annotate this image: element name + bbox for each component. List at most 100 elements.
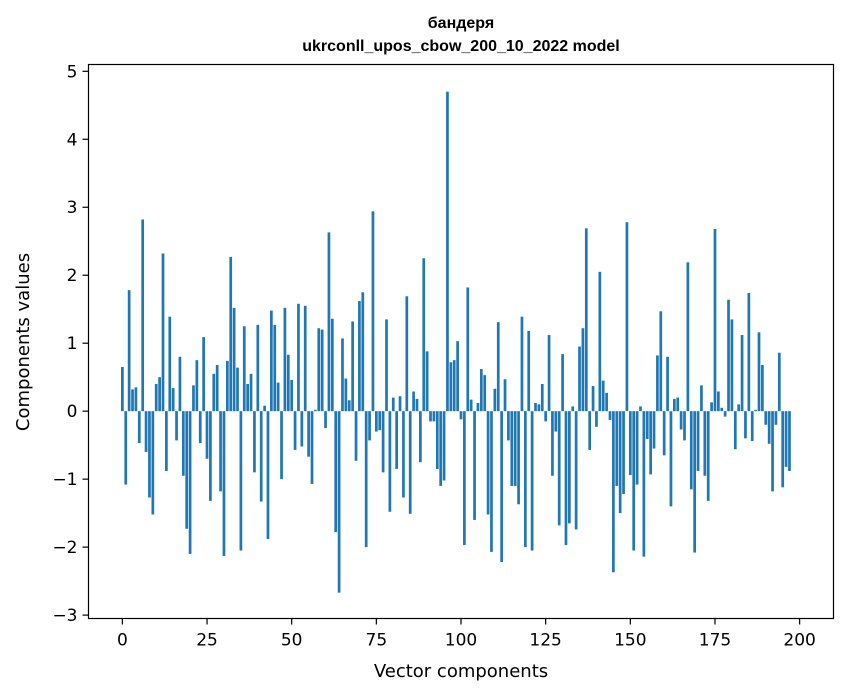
- bar: [225, 360, 229, 412]
- bar: [490, 411, 493, 552]
- bar: [761, 364, 764, 412]
- bar: [381, 411, 385, 473]
- bar: [307, 411, 310, 457]
- bar: [666, 356, 669, 412]
- bar: [351, 321, 354, 412]
- bar: [612, 411, 615, 573]
- bar: [286, 354, 290, 412]
- bar: [283, 307, 287, 412]
- bar: [527, 330, 531, 412]
- bar: [507, 411, 510, 441]
- bar: [706, 411, 710, 501]
- bar: [513, 411, 517, 486]
- bar: [181, 411, 185, 476]
- bar: [341, 338, 344, 412]
- bar: [645, 411, 649, 440]
- bar: [148, 411, 151, 498]
- bar: [449, 362, 453, 412]
- bar: [425, 351, 429, 412]
- bar: [537, 404, 541, 412]
- bar: [625, 222, 629, 412]
- bar: [168, 316, 172, 412]
- bar: [568, 411, 571, 524]
- bar: [236, 367, 239, 412]
- bar: [635, 411, 639, 485]
- bar: [127, 290, 131, 412]
- plot-frame: [87, 63, 835, 620]
- bar: [500, 411, 503, 563]
- bar: [771, 411, 774, 492]
- bar: [483, 375, 487, 412]
- bar: [446, 91, 449, 412]
- bar: [273, 324, 277, 412]
- x-tick-label: 75: [366, 631, 388, 651]
- bar: [344, 378, 348, 412]
- bar: [584, 228, 588, 412]
- bar: [242, 326, 246, 412]
- bar: [452, 360, 456, 412]
- bar: [297, 303, 300, 412]
- bar: [303, 305, 307, 412]
- bar: [561, 354, 564, 412]
- bar: [141, 219, 145, 412]
- bar: [429, 411, 432, 422]
- x-tick-label: 150: [614, 631, 646, 651]
- x-axis-label: Vector components: [374, 661, 548, 682]
- bar: [165, 411, 168, 471]
- bar: [259, 411, 263, 502]
- x-tick-label: 175: [699, 631, 731, 651]
- chart-title-line-2: ukrconll_upos_cbow_200_10_2022 model: [302, 38, 619, 55]
- bar: [476, 403, 480, 412]
- y-tick-label: 2: [67, 266, 78, 286]
- bar: [473, 411, 476, 520]
- bar: [669, 411, 673, 507]
- bar: [571, 406, 575, 412]
- y-tick-label: 1: [67, 334, 78, 354]
- y-tick-label: 4: [67, 130, 78, 150]
- bar: [659, 311, 663, 412]
- bar: [188, 411, 192, 554]
- bar: [781, 411, 785, 488]
- bar: [368, 411, 371, 441]
- bar: [544, 411, 548, 422]
- bar: [354, 411, 358, 461]
- bar: [530, 411, 534, 551]
- bar: [774, 411, 778, 425]
- bar: [493, 388, 497, 412]
- bar: [639, 406, 642, 412]
- bar: [192, 385, 195, 412]
- bar: [361, 292, 365, 412]
- bar: [679, 411, 683, 430]
- bar: [601, 380, 605, 412]
- bar: [337, 411, 341, 593]
- bar: [713, 229, 717, 412]
- bar: [347, 400, 351, 412]
- y-axis-ticks: −3 −2 −1 0 1 2 3 4 5: [52, 62, 89, 626]
- bar: [280, 411, 283, 480]
- bar: [212, 373, 216, 412]
- chart-title-line-1: бандеря: [428, 15, 494, 32]
- bar: [656, 355, 659, 412]
- bar: [517, 411, 520, 505]
- bar: [330, 318, 334, 412]
- bar: [442, 411, 446, 481]
- bar: [598, 271, 602, 412]
- bar: [574, 411, 578, 530]
- bar: [496, 322, 500, 412]
- bar: [564, 411, 568, 546]
- y-axis-label: Components values: [13, 253, 34, 431]
- bar: [662, 411, 666, 456]
- bar: [557, 411, 561, 526]
- bar: [405, 296, 409, 412]
- bar: [727, 299, 730, 412]
- bar: [554, 411, 558, 432]
- x-axis-ticks: 0 25 50 75 100 125 150 175 200: [117, 618, 816, 651]
- bar: [693, 411, 697, 553]
- bar: [628, 411, 632, 476]
- bar: [185, 411, 189, 529]
- bar: [652, 411, 656, 449]
- bar: [195, 360, 199, 412]
- bar: [232, 307, 236, 412]
- bar: [676, 397, 680, 412]
- bar: [672, 398, 676, 412]
